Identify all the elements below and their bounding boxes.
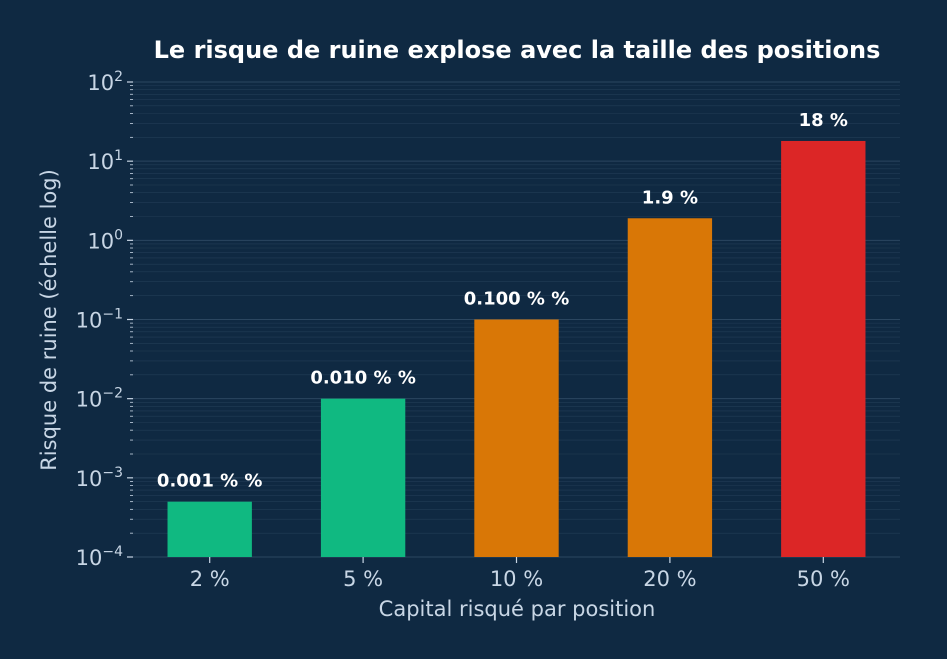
x-axis-label: Capital risqué par position — [379, 597, 656, 621]
y-tick-label: 100 — [87, 227, 123, 253]
bar — [167, 501, 252, 557]
x-tick-label: 10 % — [490, 567, 543, 591]
y-tick-label: 10−4 — [76, 544, 123, 570]
y-tick-label: 10−2 — [76, 386, 123, 412]
y-tick-label: 10−3 — [76, 465, 123, 491]
bar — [627, 218, 713, 558]
y-tick-label: 101 — [87, 148, 123, 174]
y-tick-label: 10−1 — [76, 307, 123, 333]
x-tick-label: 2 % — [190, 567, 230, 591]
x-tick-label: 5 % — [343, 567, 383, 591]
chart-title: Le risque de ruine explose avec la taill… — [154, 36, 881, 64]
y-tick-label: 102 — [87, 69, 123, 95]
bar-data-label: 0.001 % % — [157, 471, 263, 492]
bar — [781, 140, 866, 558]
bar — [320, 398, 406, 557]
x-tick-label: 20 % — [643, 567, 696, 591]
y-axis: 10−4 10−3 10−2 10−1 100 101 102 — [76, 69, 133, 570]
bar-data-label: 0.100 % % — [464, 289, 570, 310]
bar-data-label: 1.9 % — [642, 187, 698, 208]
bar-data-label: 18 % — [799, 110, 848, 131]
bar-data-label: 0.010 % % — [310, 368, 416, 389]
bars: 0.001 % % 0.010 % % 0.100 % % 1.9 % 18 % — [157, 110, 866, 558]
y-axis-label: Risque de ruine (échelle log) — [37, 169, 61, 471]
bar — [474, 319, 559, 557]
x-tick-label: 50 % — [797, 567, 850, 591]
x-axis: 2 % 5 % 10 % 20 % 50 % — [190, 557, 850, 591]
